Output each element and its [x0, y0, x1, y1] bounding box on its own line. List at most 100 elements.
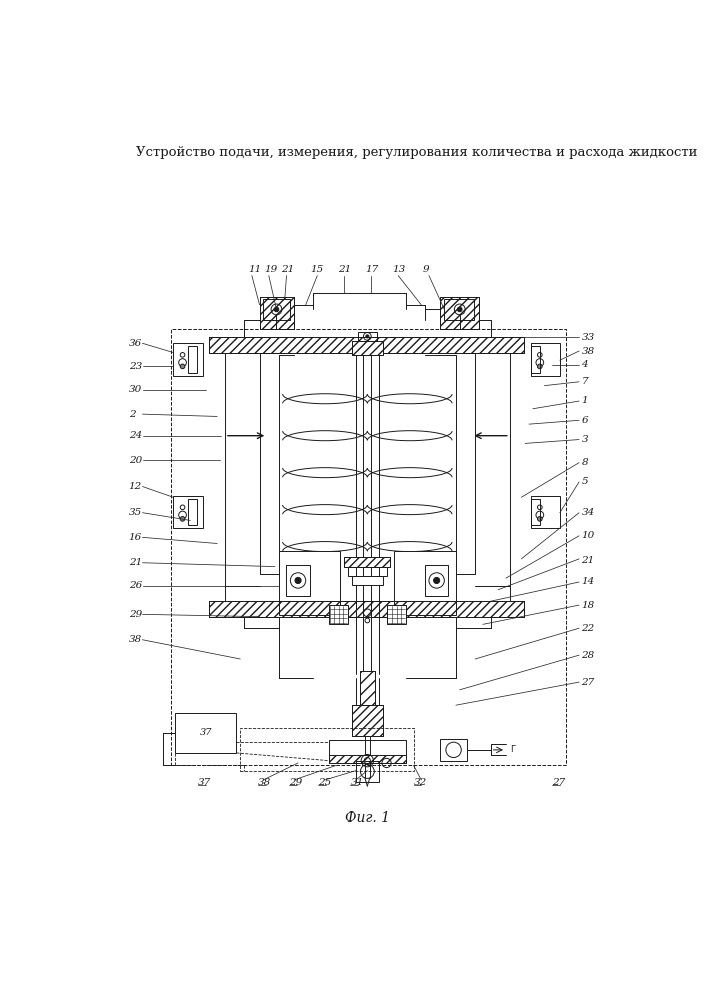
Bar: [395, 601, 456, 615]
Text: 21: 21: [581, 556, 595, 565]
Text: 31: 31: [351, 778, 363, 787]
Text: 25: 25: [318, 778, 332, 787]
Text: 6: 6: [581, 416, 588, 425]
Text: 37: 37: [198, 778, 211, 787]
Text: 14: 14: [581, 578, 595, 586]
Text: 4: 4: [581, 360, 588, 369]
Circle shape: [537, 517, 542, 521]
Text: 35: 35: [129, 508, 142, 517]
Circle shape: [180, 364, 185, 369]
Bar: [352, 705, 382, 736]
Text: 16: 16: [129, 533, 142, 542]
Bar: [173, 343, 203, 376]
Bar: [344, 557, 390, 567]
Text: 28: 28: [581, 651, 595, 660]
Text: 27: 27: [581, 678, 595, 687]
Text: Г: Г: [510, 745, 515, 754]
Text: 26: 26: [129, 581, 142, 590]
Circle shape: [433, 577, 440, 584]
Text: 19: 19: [264, 265, 277, 274]
Text: 21: 21: [129, 558, 142, 567]
Text: 21: 21: [281, 265, 294, 274]
Bar: [188, 346, 197, 373]
Circle shape: [457, 307, 462, 312]
Text: Фиг. 1: Фиг. 1: [345, 811, 390, 825]
Text: 38: 38: [581, 347, 595, 356]
Text: 24: 24: [129, 431, 142, 440]
Bar: [259, 297, 294, 329]
Bar: [352, 576, 382, 585]
Bar: [530, 346, 540, 373]
Bar: [444, 299, 474, 320]
Text: 2: 2: [129, 410, 135, 419]
Text: 12: 12: [129, 482, 142, 491]
Circle shape: [274, 307, 279, 312]
Text: 38: 38: [258, 778, 271, 787]
Bar: [279, 601, 340, 615]
Bar: [329, 740, 406, 763]
Text: 38: 38: [129, 635, 142, 644]
Text: 22: 22: [581, 624, 595, 633]
Text: 9: 9: [423, 265, 429, 274]
Bar: [286, 565, 310, 596]
Text: 36: 36: [129, 339, 142, 348]
Bar: [356, 761, 379, 782]
Bar: [279, 551, 340, 601]
Text: 18: 18: [581, 601, 595, 610]
Text: 23: 23: [129, 362, 142, 371]
Bar: [352, 705, 382, 736]
Text: 11: 11: [248, 265, 262, 274]
Text: 5: 5: [581, 477, 588, 486]
Bar: [344, 557, 390, 567]
Bar: [425, 565, 448, 596]
Circle shape: [366, 335, 369, 338]
Circle shape: [180, 517, 185, 521]
Text: 1: 1: [581, 396, 588, 405]
Text: 8: 8: [581, 458, 588, 467]
Bar: [387, 605, 406, 624]
Bar: [440, 297, 479, 329]
Bar: [440, 739, 467, 761]
Text: 3: 3: [581, 435, 588, 444]
Text: 7: 7: [581, 377, 588, 386]
Bar: [352, 341, 382, 355]
Bar: [209, 601, 524, 617]
Text: 13: 13: [393, 265, 406, 274]
Text: 21: 21: [338, 265, 351, 274]
Text: 17: 17: [365, 265, 378, 274]
Circle shape: [295, 577, 301, 584]
Bar: [175, 713, 236, 753]
Bar: [259, 297, 294, 329]
Text: 34: 34: [581, 508, 595, 517]
Bar: [352, 341, 382, 355]
Bar: [530, 499, 540, 525]
Bar: [264, 299, 291, 320]
Text: 32: 32: [414, 778, 427, 787]
Bar: [395, 551, 456, 601]
Bar: [530, 343, 560, 376]
Text: 37: 37: [199, 728, 212, 737]
Circle shape: [537, 364, 542, 369]
Text: 33: 33: [581, 333, 595, 342]
Bar: [530, 496, 560, 528]
Text: 29: 29: [129, 610, 142, 619]
Bar: [171, 329, 566, 765]
Bar: [360, 671, 375, 705]
Text: 29: 29: [288, 778, 302, 787]
Bar: [360, 671, 375, 705]
Text: 10: 10: [581, 531, 595, 540]
Bar: [209, 337, 524, 353]
Text: 20: 20: [129, 456, 142, 465]
Text: 15: 15: [310, 265, 324, 274]
Bar: [188, 499, 197, 525]
Bar: [329, 605, 348, 624]
Text: 30: 30: [129, 385, 142, 394]
Text: 27: 27: [552, 778, 566, 787]
Bar: [348, 567, 387, 576]
Text: Устройство подачи, измерения, регулирования количества и расхода жидкости: Устройство подачи, измерения, регулирова…: [136, 146, 698, 159]
Bar: [173, 496, 203, 528]
Bar: [329, 755, 406, 763]
Bar: [440, 297, 479, 329]
Bar: [358, 332, 377, 341]
Bar: [240, 728, 414, 771]
